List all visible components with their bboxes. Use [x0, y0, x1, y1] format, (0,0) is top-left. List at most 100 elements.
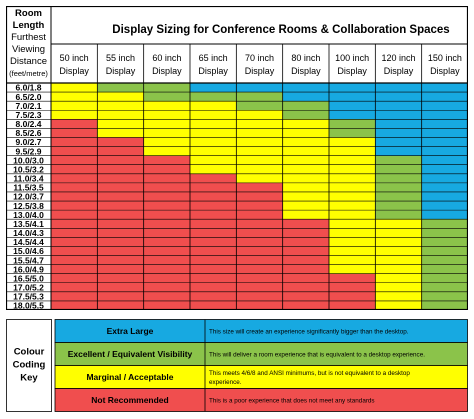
table-cell — [375, 83, 422, 93]
column-header-text: 65 inch — [199, 53, 228, 63]
table-cell — [97, 282, 144, 292]
table-cell — [143, 182, 190, 192]
table-cell — [236, 210, 283, 220]
table-cell — [51, 191, 98, 202]
table-cell — [375, 137, 422, 147]
table-cell — [236, 264, 283, 274]
legend-label: Not Recommended — [91, 395, 168, 405]
table-cell — [236, 237, 283, 247]
table-cell — [143, 237, 190, 247]
table-cell — [143, 282, 190, 292]
table-cell — [282, 110, 329, 120]
table-cell — [97, 119, 144, 129]
table-cell — [329, 201, 376, 211]
table-cell — [329, 101, 376, 111]
table-cell — [329, 282, 376, 292]
table-cell — [190, 101, 237, 111]
table-cell — [190, 119, 237, 129]
table-cell — [97, 173, 144, 183]
table-cell — [51, 128, 98, 138]
table-cell — [51, 264, 98, 274]
table-cell — [51, 164, 98, 174]
table-cell — [51, 83, 98, 93]
row-label: 10.0/3.0 — [13, 155, 44, 165]
table-cell — [282, 92, 329, 102]
table-cell — [282, 128, 329, 138]
table-cell — [329, 146, 376, 156]
column-header-text: Display — [152, 66, 182, 76]
table-cell — [375, 119, 422, 129]
table-cell — [51, 146, 98, 156]
table-cell — [190, 282, 237, 292]
table-cell — [421, 219, 468, 229]
table-cell — [51, 182, 98, 192]
row-header-text: Distance — [10, 56, 47, 67]
table-cell — [51, 137, 98, 147]
row-label: 11.5/3.5 — [13, 183, 44, 193]
table-cell — [143, 246, 190, 256]
table-cell — [421, 210, 468, 220]
table-cell — [329, 83, 376, 93]
table-cell — [190, 137, 237, 147]
table-cell — [375, 101, 422, 111]
table-cell — [236, 164, 283, 174]
legend-title: Colour Coding Key — [13, 347, 46, 384]
legend-description: experience. — [209, 379, 242, 386]
table-cell — [375, 300, 422, 310]
table-cell — [143, 119, 190, 129]
row-label: 8.0/2.4 — [16, 119, 42, 129]
table-cell — [375, 282, 422, 292]
table-cell — [190, 264, 237, 274]
table-cell — [329, 210, 376, 220]
row-label: 14.5/4.4 — [13, 237, 44, 247]
row-header-text: Viewing — [12, 44, 45, 55]
table-cell — [375, 146, 422, 156]
table-cell — [97, 128, 144, 138]
column-header-text: 50 inch — [60, 53, 89, 63]
table-cell — [329, 92, 376, 102]
table-cell — [375, 182, 422, 192]
table-cell — [97, 146, 144, 156]
row-label: 7.5/2.3 — [16, 110, 42, 120]
table-cell — [97, 210, 144, 220]
table-cell — [236, 101, 283, 111]
table-cell — [190, 173, 237, 183]
table-cell — [236, 155, 283, 165]
table-cell — [190, 246, 237, 256]
row-label: 16.0/4.9 — [13, 264, 44, 274]
table-cell — [97, 164, 144, 174]
table-cell — [236, 83, 283, 93]
table-cell — [143, 128, 190, 138]
table-cell — [421, 182, 468, 192]
column-header-text: 150 inch — [428, 53, 462, 63]
table-cell — [51, 155, 98, 165]
table-cell — [190, 182, 237, 192]
table-cell — [421, 110, 468, 120]
table-cell — [421, 228, 468, 238]
row-label: 17.5/5.3 — [13, 292, 44, 302]
table-cell — [51, 219, 98, 229]
row-labels: 6.0/1.86.5/2.07.0/2.17.5/2.38.0/2.48.5/2… — [13, 83, 44, 310]
table-cell — [236, 273, 283, 283]
column-header-text: Display — [384, 66, 414, 76]
table-cell — [282, 119, 329, 129]
row-label: 13.0/4.0 — [13, 210, 44, 220]
table-cell — [282, 201, 329, 211]
table-cell — [421, 237, 468, 247]
column-header-text: 60 inch — [152, 53, 181, 63]
row-label: 7.0/2.1 — [16, 101, 42, 111]
table-cell — [421, 273, 468, 283]
table-cell — [190, 110, 237, 120]
row-header-text: Length — [13, 20, 45, 31]
table-cell — [190, 201, 237, 211]
table-cell — [375, 164, 422, 174]
legend-title-box — [6, 319, 52, 412]
table-cell — [329, 110, 376, 120]
table-cell — [190, 255, 237, 265]
row-header-text: (feet/metre) — [9, 69, 48, 78]
table-cell — [421, 146, 468, 156]
table-cell — [329, 119, 376, 129]
table-cell — [236, 201, 283, 211]
table-cell — [282, 83, 329, 93]
row-header-text: Furthest — [11, 32, 46, 43]
